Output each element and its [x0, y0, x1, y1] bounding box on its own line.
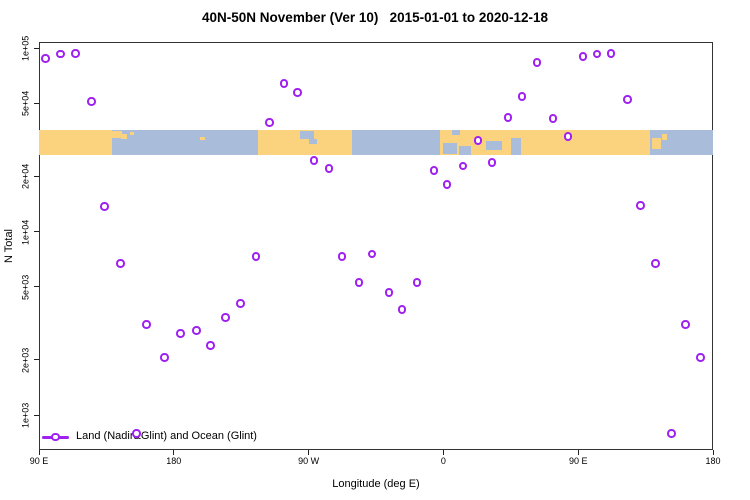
y-tick-label: 1e+05	[20, 35, 31, 61]
data-point	[429, 166, 439, 175]
map-band-land-detail	[337, 131, 346, 137]
y-tick	[34, 231, 39, 232]
data-point	[412, 278, 422, 287]
map-band-land-detail	[662, 134, 667, 140]
map-band	[39, 130, 713, 155]
map-band-ocean-detail	[300, 131, 314, 139]
data-point	[578, 52, 587, 61]
data-point	[309, 156, 319, 165]
data-point	[71, 49, 80, 58]
data-point	[160, 353, 169, 362]
map-band-ocean-segment	[112, 130, 258, 155]
data-point	[265, 118, 274, 127]
y-tick	[34, 175, 39, 177]
x-tick	[712, 450, 714, 455]
y-tick-label: 5e+04	[20, 90, 31, 116]
y-tick	[34, 47, 39, 49]
data-point	[87, 97, 96, 106]
data-point	[221, 313, 230, 322]
map-band-land-segment	[39, 130, 112, 155]
y-tick	[34, 414, 39, 416]
x-tick-label: 0	[440, 456, 446, 466]
data-point	[532, 58, 542, 67]
map-band-land-detail	[346, 130, 351, 134]
y-tick-label: 1e+04	[20, 218, 31, 245]
data-point	[41, 54, 50, 63]
map-band-ocean-detail	[511, 138, 521, 155]
data-point	[667, 429, 676, 438]
data-point	[606, 49, 615, 58]
data-point	[116, 259, 125, 268]
map-band-ocean-detail	[486, 141, 502, 150]
x-tick	[308, 450, 310, 455]
x-tick-label: 180	[705, 456, 721, 466]
data-point	[458, 161, 468, 171]
data-point	[142, 320, 151, 329]
data-point	[636, 201, 645, 210]
y-tick-label: 5e+03	[20, 274, 31, 300]
data-point	[367, 249, 377, 259]
map-band-ocean-segment	[352, 130, 440, 155]
data-point	[548, 114, 558, 123]
x-tick-label: 90 E	[568, 456, 588, 466]
map-band-ocean-detail	[459, 146, 471, 155]
map-band-land-detail	[121, 134, 127, 139]
data-point	[384, 288, 394, 297]
y-tick-label: 1e+03	[20, 402, 31, 428]
chart-title: 40N-50N November (Ver 10) 2015-01-01 to …	[202, 10, 548, 25]
y-tick	[34, 102, 39, 104]
map-band-land-segment	[440, 130, 650, 155]
data-point	[206, 341, 215, 350]
plot-area	[39, 42, 713, 450]
data-point	[132, 429, 141, 438]
y-tick	[34, 359, 39, 361]
y-tick-label: 2e+04	[20, 163, 31, 189]
data-point	[397, 305, 407, 314]
data-point	[696, 353, 705, 362]
x-tick	[577, 450, 579, 455]
x-tick-label: 90 W	[298, 456, 320, 466]
data-point	[100, 202, 109, 211]
data-point	[563, 132, 573, 141]
map-band-land-detail	[130, 132, 134, 135]
map-band-ocean-detail	[443, 143, 457, 154]
y-tick	[34, 286, 39, 288]
data-point	[251, 252, 261, 261]
data-point	[324, 164, 334, 173]
data-point	[592, 49, 602, 59]
map-band-land-detail	[652, 138, 661, 149]
data-point	[681, 320, 690, 329]
map-band-land-detail	[112, 131, 122, 138]
data-point	[623, 95, 632, 104]
x-tick-label: 90 E	[29, 456, 49, 466]
x-tick	[38, 450, 40, 455]
map-band-land-detail	[200, 137, 205, 140]
x-tick-label: 180	[166, 456, 182, 466]
data-point	[651, 259, 660, 268]
data-point	[236, 299, 245, 308]
data-point	[517, 92, 527, 101]
legend-circle-marker-icon	[51, 432, 60, 441]
data-point	[192, 326, 201, 335]
x-tick	[442, 450, 444, 455]
map-band-ocean-detail	[452, 130, 460, 135]
x-axis-title: Longitude (deg E)	[332, 478, 420, 490]
data-point	[337, 252, 347, 261]
data-point	[473, 136, 483, 145]
data-point	[56, 49, 65, 59]
map-band-ocean-detail	[309, 139, 317, 144]
data-point	[293, 88, 302, 97]
data-point	[487, 158, 497, 167]
data-point	[354, 278, 364, 287]
data-point	[176, 329, 185, 338]
x-tick	[173, 450, 175, 455]
y-tick-label: 2e+03	[20, 347, 31, 373]
data-point	[442, 180, 452, 189]
legend-label: Land (Nadir&Glint) and Ocean (Glint)	[76, 430, 257, 442]
y-axis-title: N Total	[3, 228, 15, 264]
data-point	[279, 79, 289, 88]
data-point	[503, 113, 513, 122]
